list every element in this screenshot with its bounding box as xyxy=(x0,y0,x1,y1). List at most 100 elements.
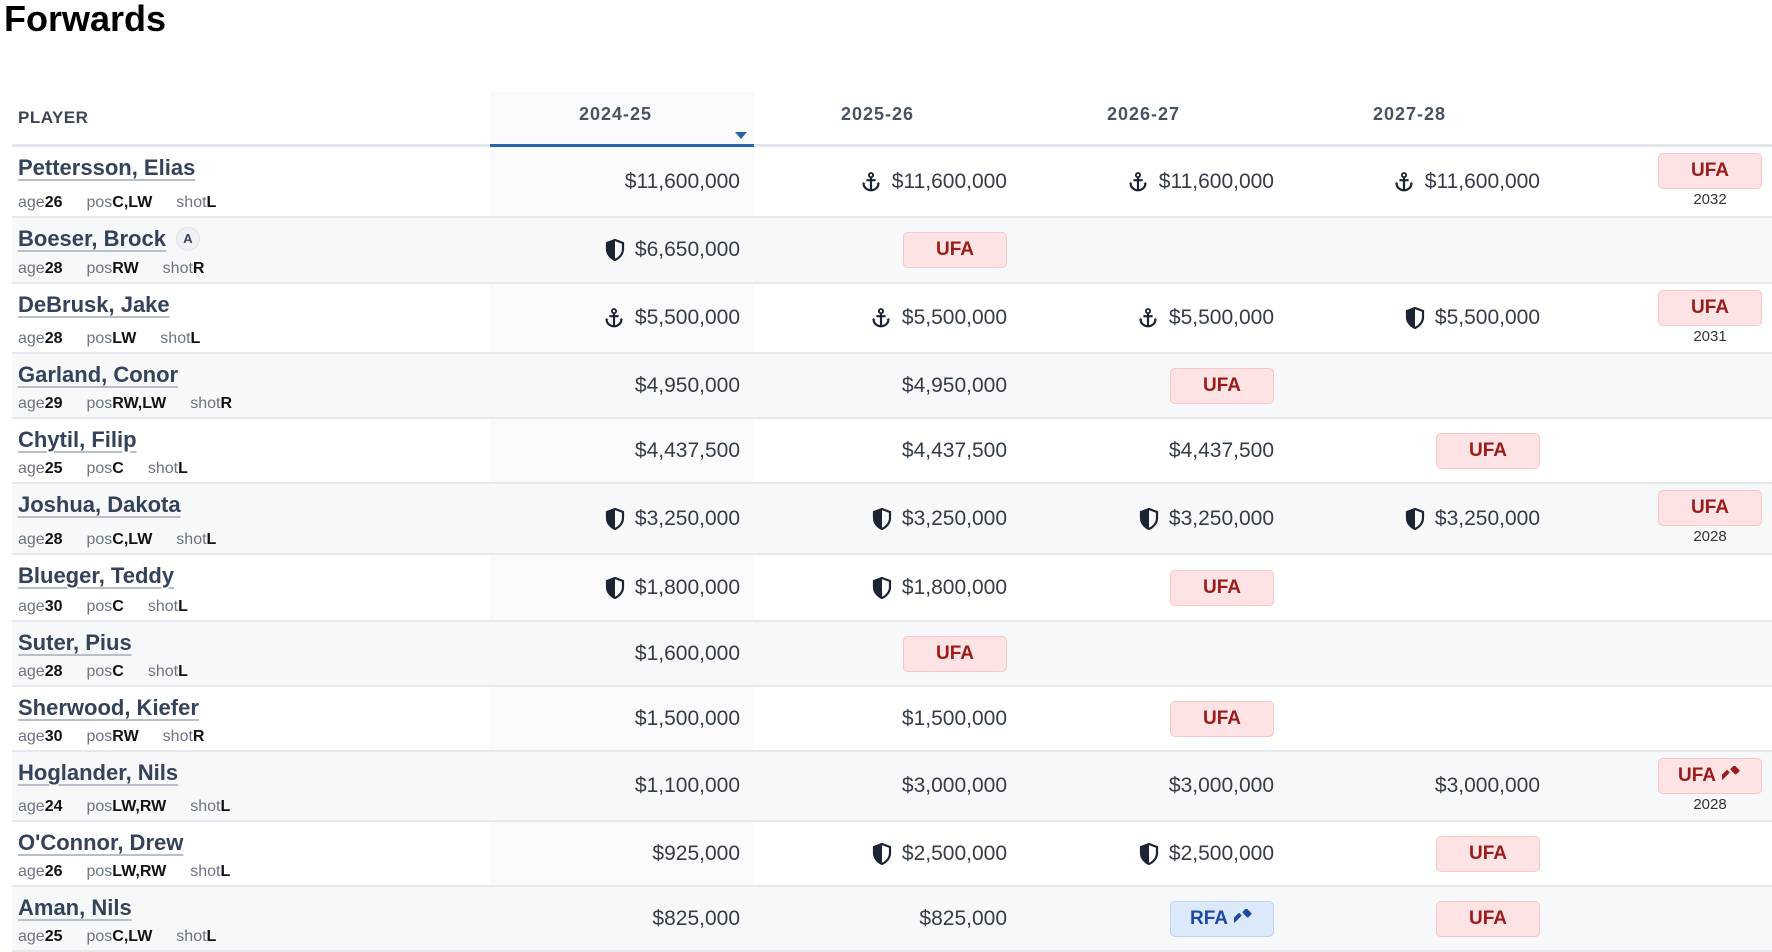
column-header-2026-27[interactable]: 2026-27 xyxy=(1106,104,1180,124)
player-name-link[interactable]: Pettersson, Elias xyxy=(18,155,195,181)
cap-hit-amount: $5,500,000 xyxy=(1168,306,1274,329)
no-trade-clause-shield-icon[interactable] xyxy=(872,576,892,599)
final-status: UFA 2032 xyxy=(1657,153,1763,208)
player-meta: age24 posLW,RW shotL xyxy=(18,798,254,816)
no-movement-clause-anchor-icon[interactable] xyxy=(1393,171,1415,193)
ufa-badge[interactable]: UFA xyxy=(1658,490,1762,526)
rfa-badge[interactable]: RFA xyxy=(1170,900,1274,937)
age-label: age xyxy=(18,395,45,412)
no-trade-clause-shield-icon[interactable] xyxy=(605,576,625,599)
forwards-table: PLAYER 2024-25 2025-26 2026-27 2027-28 P… xyxy=(12,92,1772,952)
no-trade-clause-shield-icon[interactable] xyxy=(1405,507,1425,530)
table-body: Pettersson, Elias age26 posC,LW shotL $11,60… xyxy=(12,147,1772,952)
final-status: UFA 2028 xyxy=(1657,758,1763,813)
cap-hit-amount: $1,500,000 xyxy=(634,706,740,730)
ufa-badge[interactable]: UFA xyxy=(1658,290,1762,326)
shot-label: shot xyxy=(147,460,179,477)
player-name-link[interactable]: DeBrusk, Jake xyxy=(18,292,170,318)
column-header-2027-28[interactable]: 2027-28 xyxy=(1372,104,1446,124)
no-trade-clause-shield-icon[interactable] xyxy=(605,507,625,530)
cap-hit-amount: $3,250,000 xyxy=(1168,506,1274,530)
player-name-link[interactable]: Suter, Pius xyxy=(18,630,132,656)
player-name-link[interactable]: Chytil, Filip xyxy=(18,427,137,453)
no-trade-clause-shield-icon[interactable] xyxy=(1405,307,1425,329)
salary-cell-2024-25: $3,250,000 xyxy=(480,484,740,553)
badge-label: UFA xyxy=(1691,160,1729,181)
column-header-2024-25[interactable]: 2024-25 xyxy=(578,104,652,124)
player-age: 28 xyxy=(44,531,63,548)
table-row: Chytil, Filip age25 posC shotL $4,437,500 $4,… xyxy=(12,419,1772,484)
badge-label: UFA xyxy=(936,239,974,260)
table-row: Pettersson, Elias age26 posC,LW shotL $11,60… xyxy=(12,147,1772,218)
no-trade-clause-shield-icon[interactable] xyxy=(605,239,625,261)
player-meta: age25 posC,LW shotL xyxy=(18,928,240,946)
ufa-badge[interactable]: UFA xyxy=(903,635,1007,672)
ufa-badge[interactable]: UFA xyxy=(1436,900,1540,937)
salary-cell-2026-27: $2,500,000 xyxy=(1014,822,1274,885)
no-trade-clause-shield-icon[interactable] xyxy=(1139,507,1159,530)
age-label: age xyxy=(18,798,45,815)
cap-hit-amount: $925,000 xyxy=(652,841,740,865)
player-meta: age26 posLW,RW shotL xyxy=(18,863,254,881)
no-movement-clause-anchor-icon[interactable] xyxy=(1137,307,1159,329)
no-movement-clause-anchor-icon[interactable] xyxy=(603,307,625,329)
player-shot: L xyxy=(220,863,231,880)
table-row: Hoglander, Nils age24 posLW,RW shotL $1,100,… xyxy=(12,752,1772,822)
table-row: DeBrusk, Jake age28 posLW shotL $5,500,000 $5… xyxy=(12,284,1772,354)
shot-label: shot xyxy=(176,194,207,211)
ufa-badge[interactable]: UFA xyxy=(903,232,1007,268)
salary-cell-2027-28: $3,250,000 xyxy=(1280,484,1540,553)
column-header-player[interactable]: PLAYER xyxy=(18,108,89,127)
no-movement-clause-anchor-icon[interactable] xyxy=(1127,171,1149,193)
ufa-badge[interactable]: UFA xyxy=(1658,153,1762,189)
player-name: DeBrusk, Jake xyxy=(18,292,170,317)
badge-label: RFA xyxy=(1190,907,1228,929)
player-shot: L xyxy=(220,798,231,815)
player-name-link[interactable]: Hoglander, Nils xyxy=(18,760,178,786)
player-name-link[interactable]: Joshua, Dakota xyxy=(18,492,181,518)
final-status: UFA 2028 xyxy=(1657,490,1763,545)
no-movement-clause-anchor-icon[interactable] xyxy=(870,307,892,329)
player-name-link[interactable]: Sherwood, Kiefer xyxy=(18,695,199,721)
ufa-badge[interactable]: UFA xyxy=(1658,758,1762,794)
salary-cell-2026-27: $5,500,000 xyxy=(1014,284,1274,352)
sort-desc-icon[interactable] xyxy=(735,132,747,139)
player-name-link[interactable]: Aman, Nils xyxy=(18,895,132,921)
table-row: Aman, Nils age25 posC,LW shotL $825,000 $825,… xyxy=(12,887,1772,952)
cap-hit-amount: $825,000 xyxy=(919,906,1007,930)
ufa-badge[interactable]: UFA xyxy=(1436,835,1540,872)
player-age: 24 xyxy=(44,798,63,815)
age-label: age xyxy=(18,598,45,615)
player-position: LW,RW xyxy=(112,798,167,815)
player-name-link[interactable]: O'Connor, Drew xyxy=(18,830,183,856)
column-header-2025-26[interactable]: 2025-26 xyxy=(840,104,914,124)
no-trade-clause-shield-icon[interactable] xyxy=(872,842,892,865)
no-trade-clause-shield-icon[interactable] xyxy=(1139,842,1159,865)
player-position: C,LW xyxy=(112,194,153,211)
shot-label: shot xyxy=(190,798,221,815)
age-label: age xyxy=(18,330,45,347)
salary-cell-2025-26: $11,600,000 xyxy=(747,147,1007,216)
age-label: age xyxy=(18,663,45,680)
player-meta: age25 posC shotL xyxy=(18,460,212,478)
salary-cell-2024-25: $1,800,000 xyxy=(480,555,740,620)
player-name-link[interactable]: Garland, Conor xyxy=(18,362,178,388)
no-trade-clause-shield-icon[interactable] xyxy=(872,507,892,530)
player-shot: R xyxy=(192,260,205,277)
pos-label: pos xyxy=(86,728,113,745)
ufa-badge[interactable]: UFA xyxy=(1436,432,1540,469)
ufa-badge[interactable]: UFA xyxy=(1170,700,1274,737)
player-name-link[interactable]: Boeser, Brock A xyxy=(18,226,200,252)
player-age: 28 xyxy=(44,260,63,277)
sort-indicator-line xyxy=(490,144,754,147)
ufa-badge[interactable]: UFA xyxy=(1170,569,1274,606)
cap-hit-amount: $11,600,000 xyxy=(624,169,740,193)
cap-hit-amount: $4,437,500 xyxy=(1168,438,1274,462)
player-age: 26 xyxy=(44,863,63,880)
pos-label: pos xyxy=(86,598,113,615)
player-position: RW,LW xyxy=(112,395,167,412)
salary-cell-2027-28: UFA xyxy=(1280,822,1540,885)
ufa-badge[interactable]: UFA xyxy=(1170,367,1274,404)
player-name-link[interactable]: Blueger, Teddy xyxy=(18,563,174,589)
no-movement-clause-anchor-icon[interactable] xyxy=(860,171,882,193)
